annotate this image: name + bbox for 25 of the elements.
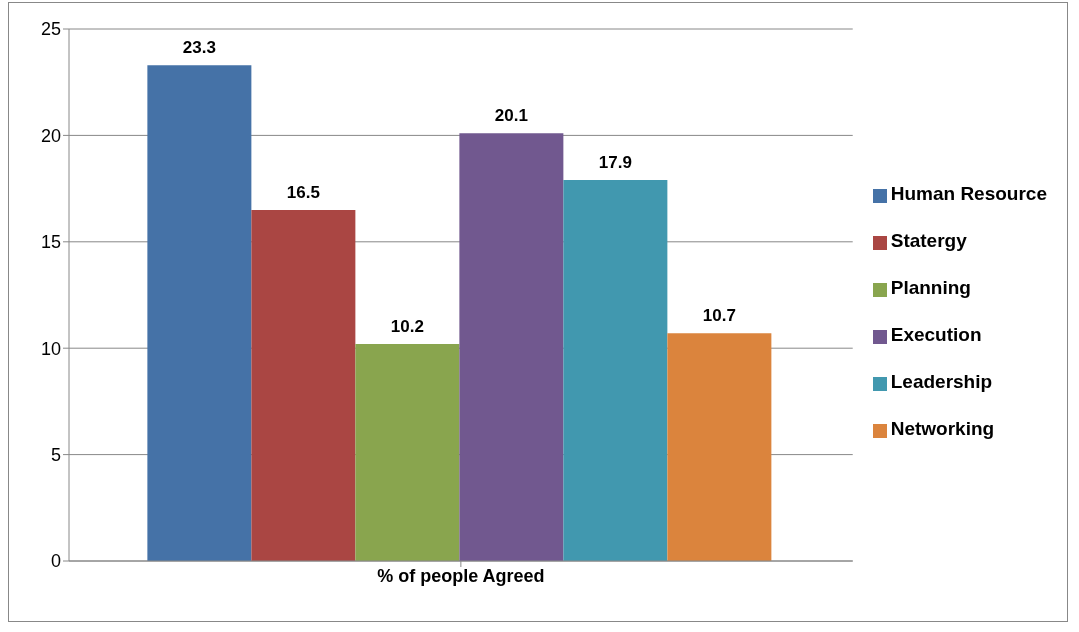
y-tick-label: 5	[50, 444, 61, 465]
data-label: 16.5	[286, 182, 320, 202]
bar	[459, 133, 564, 561]
data-label: 17.9	[598, 153, 632, 173]
y-tick-label: 0	[50, 551, 61, 572]
data-label: 10.2	[390, 316, 424, 336]
legend-label: Human Resource	[890, 183, 1047, 204]
bar	[147, 65, 252, 561]
data-label: 10.7	[702, 306, 736, 326]
y-tick-label: 20	[40, 125, 61, 146]
bar	[667, 333, 772, 561]
y-tick-label: 10	[40, 338, 61, 359]
legend-label: Networking	[890, 418, 995, 439]
bar	[251, 209, 356, 561]
bar	[563, 180, 668, 561]
legend-label: Statergy	[890, 230, 967, 251]
y-tick-label: 15	[40, 232, 61, 253]
data-label: 20.1	[494, 106, 528, 126]
y-tick-label: 25	[40, 19, 61, 40]
legend-label: Planning	[890, 277, 971, 298]
legend-label: Execution	[890, 324, 982, 345]
x-tick-label: % of people Agreed	[377, 565, 545, 586]
data-label: 23.3	[182, 38, 216, 58]
legend-label: Leadership	[890, 371, 993, 392]
bar	[355, 343, 460, 561]
